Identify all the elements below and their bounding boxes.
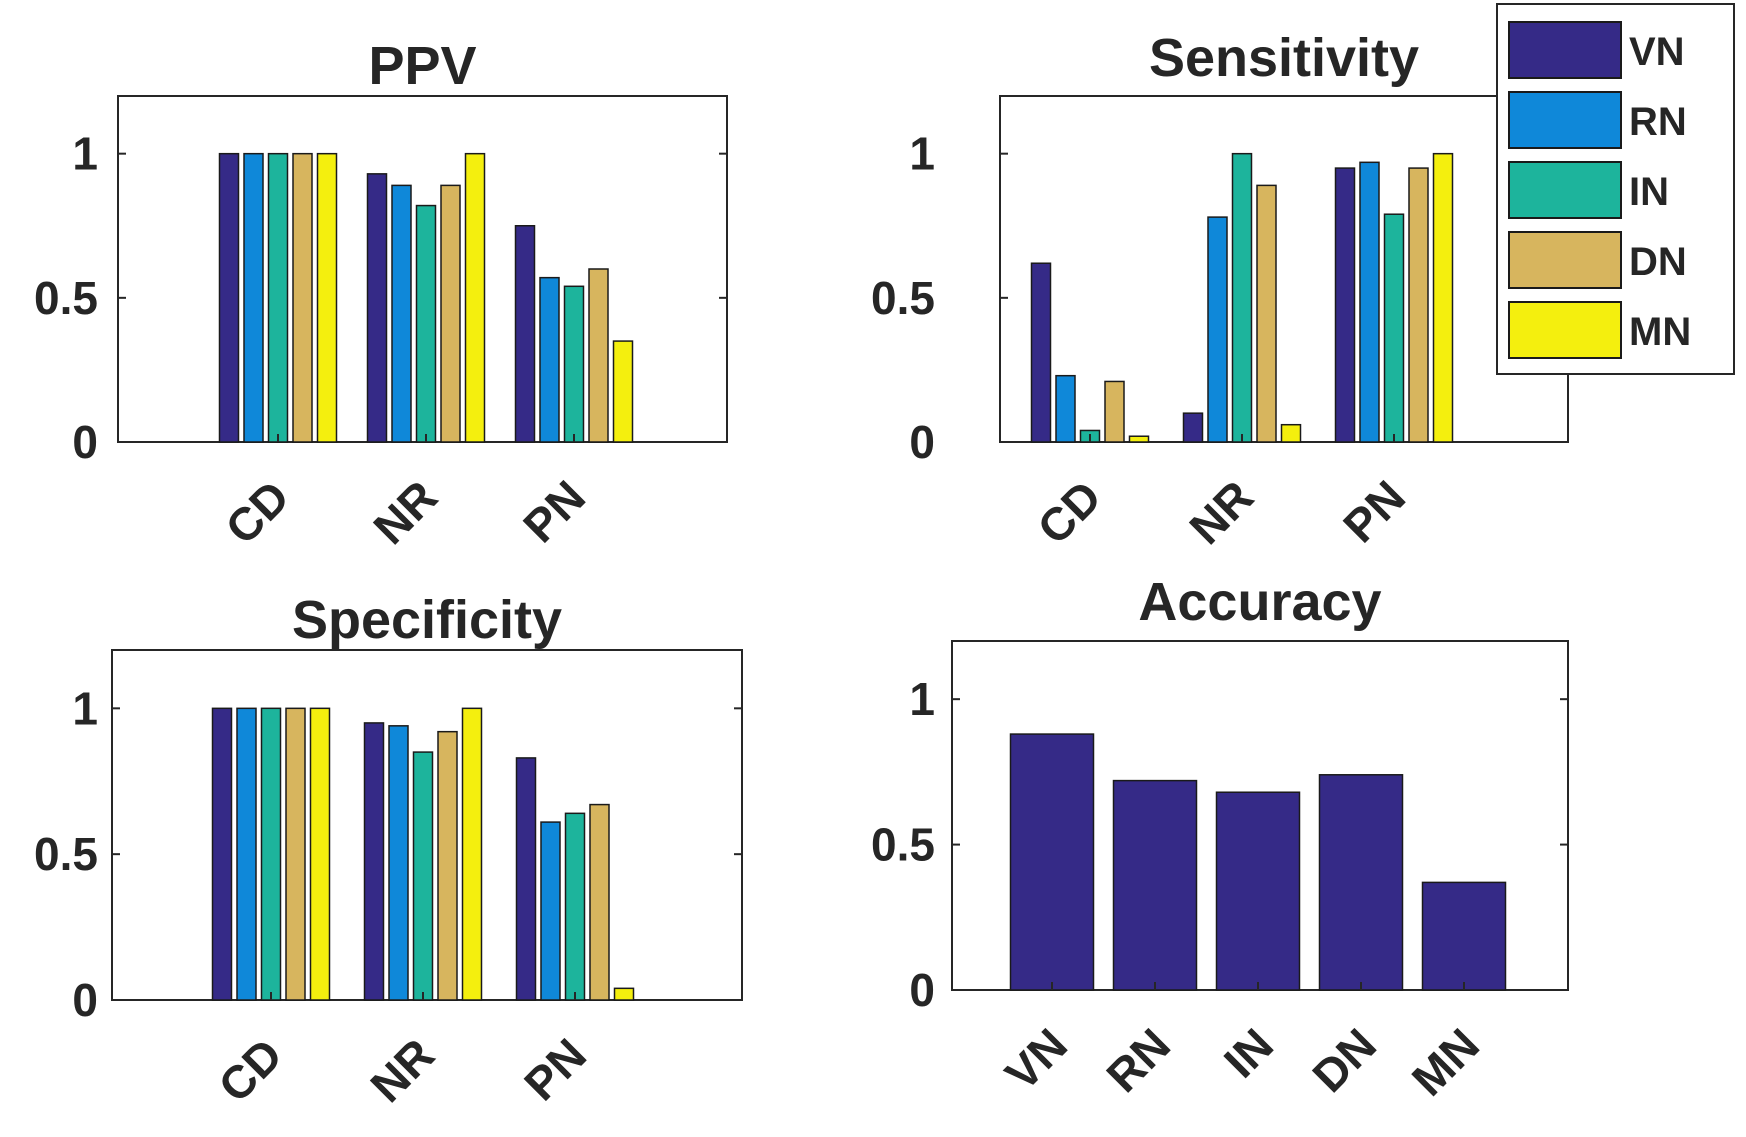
specificity-bar-dn-nr — [437, 730, 458, 1001]
specificity-bar-in-nr — [412, 751, 434, 1001]
accuracy-bar-in — [1215, 791, 1301, 991]
sensitivity-xtick-label: CD — [1027, 470, 1111, 554]
accuracy-xtick-label: RN — [1096, 1018, 1180, 1102]
ppv-ytick-label: 0.5 — [34, 272, 98, 324]
accuracy-bar-mn — [1421, 881, 1507, 991]
specificity-ytick-label: 0 — [72, 974, 98, 1026]
ppv-bar-vn-nr — [366, 173, 388, 443]
ppv-bar-vn-pn — [514, 225, 536, 443]
specificity-bar-in-pn — [564, 812, 586, 1001]
sensitivity-bar-in-nr — [1231, 152, 1253, 443]
specificity-bar-rn-nr — [388, 725, 409, 1001]
specificity-bar-mn-nr — [461, 707, 483, 1001]
sensitivity-bar-rn-cd — [1055, 374, 1076, 443]
sensitivity-bar-vn-cd — [1030, 262, 1052, 443]
sensitivity-bar-vn-pn — [1334, 167, 1356, 443]
accuracy-title: Accuracy — [1138, 572, 1381, 632]
specificity-panel: Specificity 0 0.5 1 CD NR PN — [34, 590, 743, 1112]
legend-label-vn: VN — [1629, 30, 1685, 74]
legend-label-mn: MN — [1629, 310, 1691, 354]
specificity-bar-vn-nr — [363, 722, 385, 1001]
ppv-xtick-label: NR — [363, 470, 447, 554]
specificity-bar-mn-cd — [309, 707, 331, 1001]
legend-label-rn: RN — [1629, 100, 1687, 144]
sensitivity-panel: Sensitivity 0 0.5 1 CD NR PN — [871, 28, 1569, 554]
sensitivity-bar-rn-pn — [1359, 161, 1380, 443]
ppv-ytick-label: 1 — [72, 128, 98, 180]
legend-swatch-mn — [1508, 301, 1622, 359]
sensitivity-ytick-label: 0 — [909, 416, 935, 468]
specificity-xtick-label: PN — [514, 1028, 596, 1110]
accuracy-bar-vn — [1009, 733, 1095, 991]
accuracy-xtick-label: DN — [1302, 1018, 1386, 1102]
legend-label-in: IN — [1629, 170, 1669, 214]
ppv-bar-in-nr — [415, 204, 437, 443]
sensitivity-bar-dn-cd — [1104, 380, 1125, 443]
ppv-bar-mn-nr — [464, 152, 486, 443]
accuracy-ytick-label: 0.5 — [871, 819, 935, 871]
sensitivity-title: Sensitivity — [1149, 28, 1419, 88]
sensitivity-ytick-label: 1 — [909, 128, 935, 180]
specificity-bar-mn-pn — [613, 987, 635, 1001]
ppv-bar-dn-nr — [440, 184, 461, 443]
ppv-xtick-label: CD — [215, 470, 299, 554]
specificity-bar-vn-pn — [515, 757, 537, 1001]
specificity-bar-in-cd — [260, 707, 282, 1001]
legend-swatch-vn — [1508, 21, 1622, 79]
ppv-title: PPV — [368, 36, 476, 96]
sensitivity-xtick-label: PN — [1333, 470, 1415, 552]
specificity-bar-dn-pn — [589, 803, 610, 1001]
sensitivity-xtick-label: NR — [1179, 470, 1263, 554]
ppv-xtick-label: PN — [513, 470, 595, 552]
accuracy-xtick-label: VN — [995, 1018, 1077, 1100]
sensitivity-bar-mn-cd — [1128, 435, 1150, 443]
ppv-bar-dn-pn — [588, 268, 609, 443]
specificity-bar-rn-cd — [236, 707, 257, 1001]
legend-swatch-dn — [1508, 231, 1622, 289]
specificity-ytick-label: 1 — [72, 682, 98, 734]
specificity-xtick-label: NR — [360, 1028, 444, 1112]
accuracy-ytick-label: 1 — [909, 673, 935, 725]
legend: VN RN IN DN MN — [1496, 3, 1735, 375]
ppv-ytick-label: 0 — [72, 416, 98, 468]
ppv-bar-in-pn — [563, 285, 585, 443]
sensitivity-bar-in-pn — [1383, 213, 1405, 443]
accuracy-panel: Accuracy 0 0.5 1 VN RN IN DN MN — [871, 572, 1569, 1106]
specificity-bar-dn-cd — [285, 707, 306, 1001]
specificity-title: Specificity — [292, 590, 562, 650]
ppv-bar-vn-cd — [218, 152, 240, 443]
ppv-panel: PPV 0 0.5 1 CD NR PN — [34, 36, 728, 554]
accuracy-bar-rn — [1112, 779, 1198, 991]
sensitivity-ytick-label: 0.5 — [871, 272, 935, 324]
ppv-bar-rn-cd — [243, 152, 264, 443]
ppv-bar-in-cd — [267, 152, 289, 443]
accuracy-bar-dn — [1318, 774, 1404, 991]
legend-label-dn: DN — [1629, 240, 1687, 284]
ppv-bar-rn-pn — [539, 276, 560, 443]
ppv-bar-rn-nr — [391, 184, 412, 443]
ppv-bar-mn-cd — [316, 152, 338, 443]
specificity-xtick-label: CD — [208, 1028, 292, 1112]
specificity-bar-vn-cd — [211, 707, 233, 1001]
sensitivity-bar-mn-pn — [1432, 152, 1454, 443]
accuracy-xtick-label: MN — [1402, 1018, 1489, 1105]
sensitivity-bar-mn-nr — [1280, 423, 1302, 443]
legend-swatch-rn — [1508, 91, 1622, 149]
ppv-bar-dn-cd — [292, 152, 313, 443]
sensitivity-bar-rn-nr — [1207, 216, 1228, 443]
accuracy-xtick-label: IN — [1214, 1018, 1283, 1087]
specificity-bar-rn-pn — [540, 821, 561, 1001]
legend-swatch-in — [1508, 161, 1622, 219]
sensitivity-axes-box — [999, 95, 1569, 443]
sensitivity-bar-dn-nr — [1256, 184, 1277, 443]
accuracy-ytick-label: 0 — [909, 964, 935, 1016]
sensitivity-bar-vn-nr — [1182, 412, 1204, 443]
sensitivity-bar-dn-pn — [1408, 167, 1429, 443]
ppv-bar-mn-pn — [612, 340, 634, 443]
specificity-ytick-label: 0.5 — [34, 828, 98, 880]
